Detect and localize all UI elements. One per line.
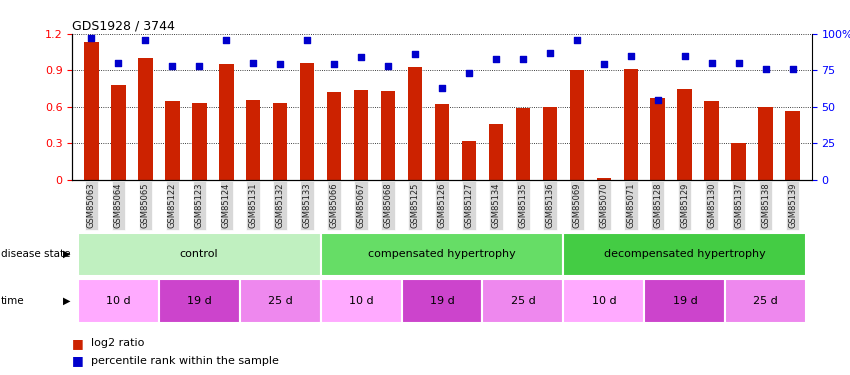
- Bar: [564, 232, 807, 276]
- Point: [706, 60, 719, 66]
- Text: 25 d: 25 d: [268, 296, 292, 306]
- Text: 19 d: 19 d: [187, 296, 212, 306]
- Text: 10 d: 10 d: [348, 296, 373, 306]
- Bar: [320, 232, 564, 276]
- Bar: [677, 88, 692, 180]
- Bar: [300, 63, 314, 180]
- Bar: [705, 101, 719, 180]
- Text: decompensated hypertrophy: decompensated hypertrophy: [604, 249, 766, 259]
- Bar: [192, 103, 207, 180]
- Text: ■: ■: [72, 337, 84, 350]
- Bar: [732, 144, 746, 180]
- Bar: [381, 91, 395, 180]
- Point: [408, 51, 422, 57]
- Point: [598, 62, 611, 68]
- Bar: [138, 58, 152, 180]
- Text: ▶: ▶: [63, 296, 71, 306]
- Point: [84, 35, 98, 41]
- Bar: [218, 64, 234, 180]
- Point: [516, 56, 530, 62]
- Text: time: time: [1, 296, 25, 306]
- Point: [139, 37, 152, 43]
- Bar: [401, 279, 483, 322]
- Bar: [624, 69, 638, 180]
- Bar: [462, 141, 476, 180]
- Point: [651, 97, 665, 103]
- Point: [490, 56, 503, 62]
- Point: [273, 62, 286, 68]
- Bar: [542, 107, 558, 180]
- Bar: [650, 98, 666, 180]
- Text: 25 d: 25 d: [511, 296, 536, 306]
- Point: [570, 37, 584, 43]
- Bar: [570, 70, 584, 180]
- Bar: [246, 100, 260, 180]
- Bar: [273, 103, 287, 180]
- Point: [192, 63, 206, 69]
- Text: GDS1928 / 3744: GDS1928 / 3744: [72, 20, 175, 33]
- Bar: [725, 279, 807, 322]
- Point: [165, 63, 178, 69]
- Point: [543, 50, 557, 56]
- Bar: [483, 279, 564, 322]
- Bar: [77, 232, 320, 276]
- Point: [354, 54, 368, 60]
- Text: percentile rank within the sample: percentile rank within the sample: [91, 356, 279, 366]
- Point: [678, 53, 692, 59]
- Text: control: control: [180, 249, 218, 259]
- Point: [624, 53, 638, 59]
- Text: log2 ratio: log2 ratio: [91, 338, 144, 348]
- Point: [732, 60, 745, 66]
- Text: 10 d: 10 d: [592, 296, 616, 306]
- Point: [786, 66, 800, 72]
- Point: [300, 37, 314, 43]
- Bar: [165, 101, 179, 180]
- Point: [246, 60, 260, 66]
- Bar: [354, 90, 368, 180]
- Bar: [326, 92, 342, 180]
- Bar: [758, 107, 774, 180]
- Bar: [785, 111, 801, 180]
- Text: 10 d: 10 d: [105, 296, 130, 306]
- Bar: [408, 67, 422, 180]
- Bar: [597, 178, 611, 180]
- Text: 19 d: 19 d: [672, 296, 697, 306]
- Point: [759, 66, 773, 72]
- Point: [381, 63, 394, 69]
- Text: compensated hypertrophy: compensated hypertrophy: [368, 249, 516, 259]
- Bar: [564, 279, 644, 322]
- Bar: [240, 279, 320, 322]
- Bar: [110, 85, 126, 180]
- Bar: [489, 124, 503, 180]
- Point: [111, 60, 125, 66]
- Bar: [434, 104, 450, 180]
- Bar: [77, 279, 159, 322]
- Text: 19 d: 19 d: [429, 296, 455, 306]
- Text: 25 d: 25 d: [753, 296, 779, 306]
- Point: [327, 62, 341, 68]
- Text: disease state: disease state: [1, 249, 71, 259]
- Bar: [644, 279, 725, 322]
- Bar: [159, 279, 240, 322]
- Text: ■: ■: [72, 354, 84, 367]
- Point: [462, 70, 476, 76]
- Bar: [320, 279, 401, 322]
- Bar: [83, 42, 99, 180]
- Point: [435, 85, 449, 91]
- Text: ▶: ▶: [63, 249, 71, 259]
- Point: [219, 37, 233, 43]
- Bar: [516, 108, 530, 180]
